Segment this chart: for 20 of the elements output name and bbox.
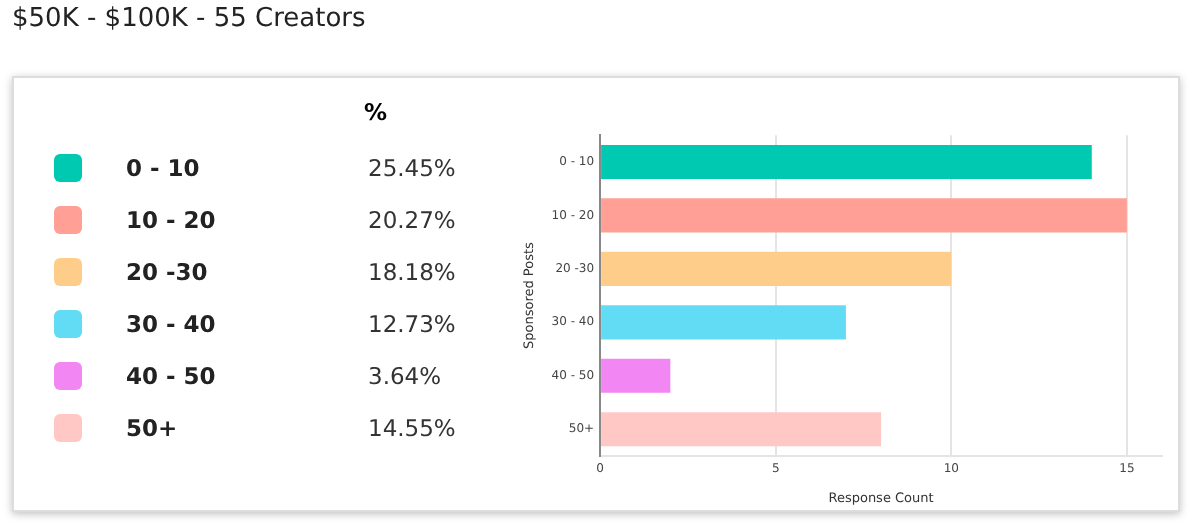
category-label: 0 - 10: [126, 154, 200, 182]
text: 14.55%: [368, 414, 456, 442]
bar: [601, 305, 846, 340]
text: 3.64%: [368, 362, 442, 390]
category-label: 30 - 40: [126, 310, 216, 338]
text: $50K - $100K - 55 Creators: [12, 4, 366, 34]
category-label: 40 - 50: [126, 362, 216, 390]
bar: [601, 412, 882, 447]
bar: [601, 358, 671, 393]
bar: [601, 251, 952, 286]
category-label: 20 -30: [126, 258, 208, 286]
text: 20.27%: [368, 206, 456, 234]
category-label: 50+: [126, 414, 178, 442]
bar: [601, 198, 1127, 233]
category-label: 10 - 20: [126, 206, 216, 234]
text: 18.18%: [368, 258, 456, 286]
bar: [601, 144, 1092, 179]
text: 25.45%: [368, 154, 456, 182]
text: %: [364, 98, 388, 126]
text: 12.73%: [368, 310, 456, 338]
